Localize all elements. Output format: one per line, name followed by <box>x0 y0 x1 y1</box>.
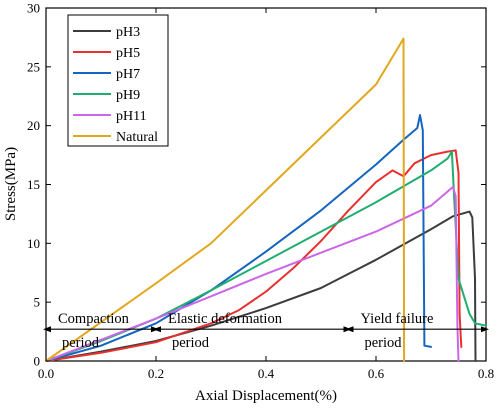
y-tick-label: 10 <box>27 236 40 251</box>
x-tick-label: 0.2 <box>148 366 164 381</box>
y-tick-label: 15 <box>27 177 40 192</box>
x-tick-label: 0.0 <box>38 366 54 381</box>
legend-label: pH7 <box>116 67 140 82</box>
y-tick-label: 0 <box>34 354 41 369</box>
legend-label: Natural <box>116 130 158 145</box>
phase-label-line2: period <box>62 335 100 351</box>
y-axis-title: Stress(MPa) <box>3 147 19 221</box>
y-axis-ticks: 0 5 10 15 20 25 30 <box>27 1 486 369</box>
series-line-ph3 <box>45 210 477 362</box>
phase-label-line2: period <box>172 335 210 351</box>
legend-label: pH11 <box>116 109 147 124</box>
legend-label: pH9 <box>116 88 140 103</box>
series-line-ph5 <box>45 149 463 362</box>
x-axis-ticks: 0.0 0.2 0.4 0.6 0.8 <box>38 8 494 381</box>
legend-label: pH3 <box>116 25 140 40</box>
x-tick-label: 0.6 <box>368 366 385 381</box>
phase-label: Elastic deformation <box>168 311 283 327</box>
legend-box <box>67 14 169 147</box>
series-line-natural <box>45 37 406 362</box>
x-tick-label: 0.8 <box>478 366 494 381</box>
annotations-layer: Compaction period Elastic deformation perio… <box>43 311 489 351</box>
series-line-ph9 <box>45 150 487 362</box>
y-tick-label: 20 <box>27 118 40 133</box>
phase-label: Yield failure <box>361 311 434 327</box>
phase-label: Compaction <box>58 311 130 327</box>
x-tick-label: 0.4 <box>258 366 275 381</box>
x-axis-title: Axial Displacement(%) <box>195 388 337 404</box>
phase-label-line2: period <box>365 335 403 351</box>
series-line-ph11 <box>45 185 460 362</box>
legend-label: pH5 <box>116 46 140 61</box>
y-tick-label: 5 <box>34 295 41 310</box>
curves-layer <box>45 37 487 362</box>
y-tick-label: 25 <box>27 59 40 74</box>
legend: pH3 pH5 pH7 pH9 pH11 Natural <box>67 14 169 147</box>
y-tick-label: 30 <box>27 1 40 16</box>
series-line-ph7 <box>45 114 432 362</box>
